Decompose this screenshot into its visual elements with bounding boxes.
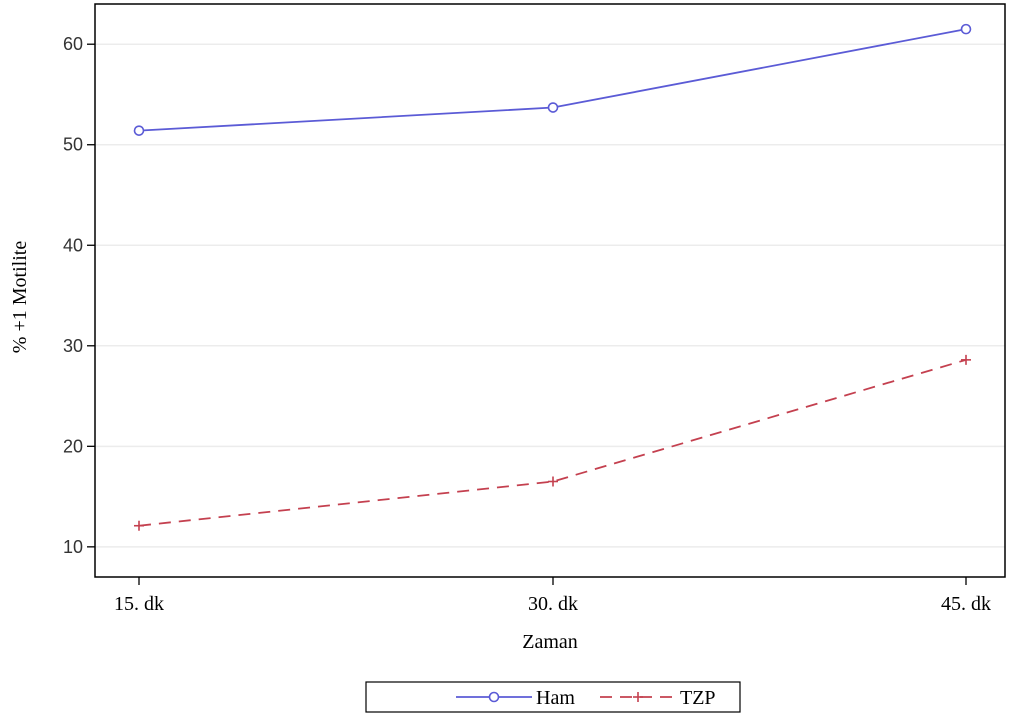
y-axis-ticks: 10 20 30 40 50 60 (63, 34, 95, 557)
legend-label-ham: Ham (536, 687, 575, 709)
data-point-tzp (548, 476, 558, 487)
x-tick-label: 15. dk (114, 593, 164, 615)
legend: Ham TZP (365, 681, 741, 713)
y-axis-title: % +1 Motilite (9, 241, 31, 354)
y-tick-label: 60 (63, 34, 83, 54)
series-layer (133, 23, 972, 531)
y-tick-label: 30 (63, 336, 83, 356)
y-tick-label: 50 (63, 135, 83, 155)
data-point-tzp (134, 520, 144, 531)
data-point-ham (133, 125, 145, 136)
data-point-ham (960, 23, 972, 35)
x-axis-title: Zaman (522, 631, 578, 653)
y-tick-label: 40 (63, 235, 83, 255)
data-point-ham (547, 102, 559, 113)
legend-label-tzp: TZP (680, 687, 716, 709)
data-point-tzp (961, 354, 971, 365)
legend-marker-tzp (633, 692, 643, 702)
plot-area-frame (94, 3, 1006, 578)
x-axis-ticks: 15. dk 30. dk 45. dk (114, 577, 991, 615)
y-tick-label: 20 (63, 436, 83, 456)
legend-frame (365, 681, 741, 713)
y-tick-label: 10 (63, 537, 83, 557)
legend-marker-ham (488, 691, 500, 703)
gridlines (95, 43, 1005, 548)
x-tick-label: 45. dk (941, 593, 991, 615)
series-line-tzp (138, 358, 967, 527)
x-tick-label: 30. dk (528, 593, 578, 615)
